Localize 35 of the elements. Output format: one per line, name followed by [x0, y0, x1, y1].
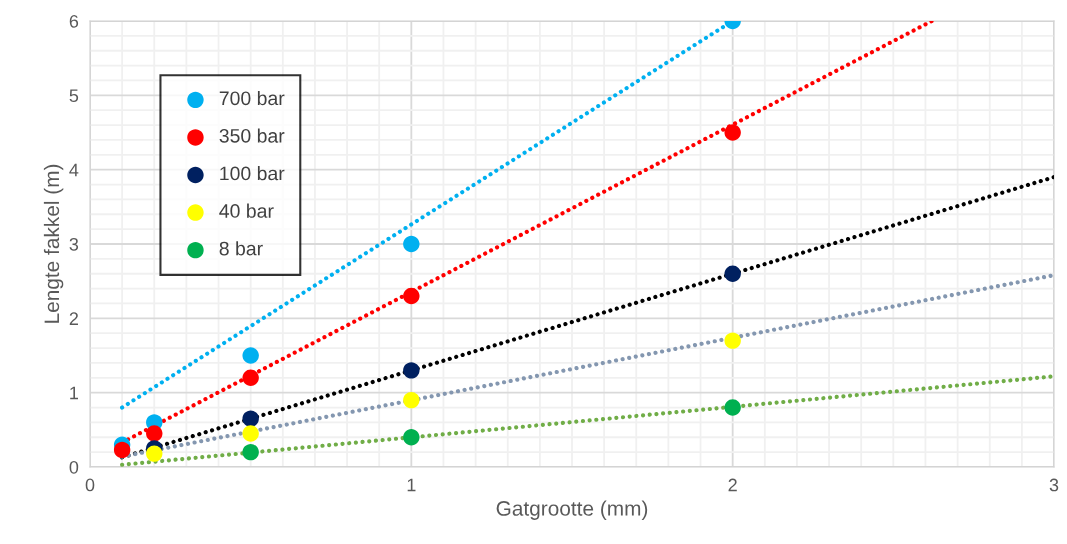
y-tick-label: 3 — [69, 237, 79, 251]
point — [403, 235, 420, 253]
point — [113, 441, 131, 459]
x-tick-label: 2 — [728, 478, 737, 492]
x-tick-label: 1 — [407, 478, 416, 492]
point — [403, 429, 420, 446]
y-tick-label: 0 — [69, 460, 79, 474]
y-tick-label: 6 — [69, 14, 79, 28]
point — [724, 265, 741, 282]
y-tick-label: 4 — [69, 163, 79, 177]
point — [403, 391, 420, 409]
point — [242, 347, 259, 364]
point — [403, 362, 420, 379]
point — [242, 369, 259, 387]
point — [146, 425, 163, 442]
point — [242, 443, 259, 461]
y-tick-label: 5 — [69, 89, 79, 103]
point — [403, 287, 420, 305]
point — [724, 332, 741, 349]
point — [724, 399, 741, 416]
x-axis-title: Gatgrootte (mm) — [496, 500, 648, 520]
legend-label: 8 bar — [219, 241, 263, 256]
y-tick-label: 1 — [70, 386, 79, 400]
legend-label: 350 bar — [219, 128, 285, 143]
x-tick-label: 3 — [1049, 478, 1059, 492]
y-axis-title: Lengte fakkel (m) — [43, 164, 64, 323]
x-tick-label: 0 — [85, 478, 95, 492]
legend-label: 40 bar — [219, 203, 274, 218]
point — [242, 410, 259, 427]
point — [146, 445, 163, 462]
point — [242, 425, 259, 442]
legend-label: 700 bar — [219, 90, 285, 106]
y-tick-label: 2 — [69, 312, 78, 325]
point — [724, 124, 741, 141]
legend-label: 100 bar — [220, 166, 285, 181]
